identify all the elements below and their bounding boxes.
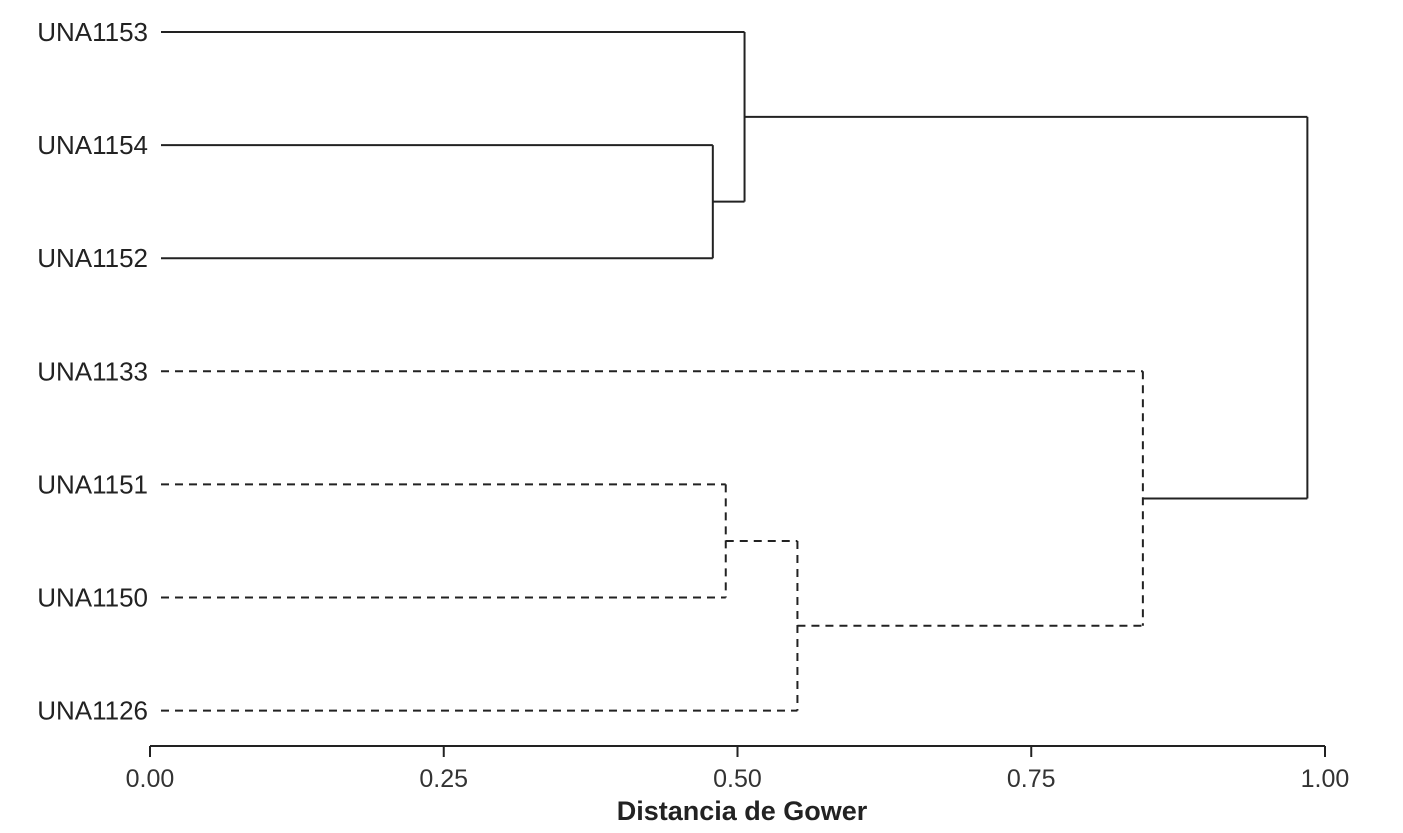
leaf-label: UNA1152 <box>37 243 148 273</box>
leaf-label: UNA1150 <box>37 583 148 613</box>
leaf-label: UNA1153 <box>37 17 148 47</box>
x-tick-label: 0.50 <box>713 765 762 793</box>
leaf-label: UNA1133 <box>37 356 148 386</box>
x-ticks: 0.00 0.25 0.50 0.75 1.00 <box>126 746 1350 793</box>
x-tick-label: 1.00 <box>1301 765 1350 793</box>
leaf-label: UNA1154 <box>37 130 148 160</box>
x-tick-label: 0.00 <box>126 765 175 793</box>
x-axis-title: Distancia de Gower <box>617 796 868 826</box>
dendrogram-branches <box>161 31 1309 712</box>
leaf-label: UNA1151 <box>37 469 148 499</box>
leaf-labels: UNA1153 UNA1154 UNA1152 UNA1133 UNA1151 UNA11… <box>37 17 148 726</box>
x-tick-label: 0.25 <box>419 765 468 793</box>
leaf-label: UNA1126 <box>37 696 148 726</box>
x-tick-label: 0.75 <box>1007 765 1056 793</box>
x-axis: 0.00 0.25 0.50 0.75 1.00 <box>126 745 1350 793</box>
